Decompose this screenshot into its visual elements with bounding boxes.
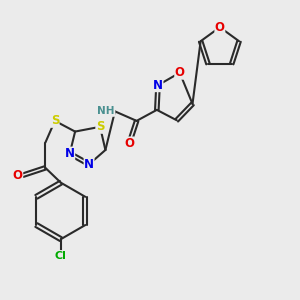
Text: O: O [13,169,23,182]
Text: S: S [96,120,104,133]
Text: O: O [215,21,225,34]
Text: N: N [65,147,75,160]
Text: NH: NH [98,106,115,116]
Text: N: N [84,158,94,171]
Text: O: O [175,66,185,79]
Text: O: O [124,137,134,150]
Text: N: N [153,79,163,92]
Text: S: S [51,114,59,128]
Text: Cl: Cl [55,250,67,260]
